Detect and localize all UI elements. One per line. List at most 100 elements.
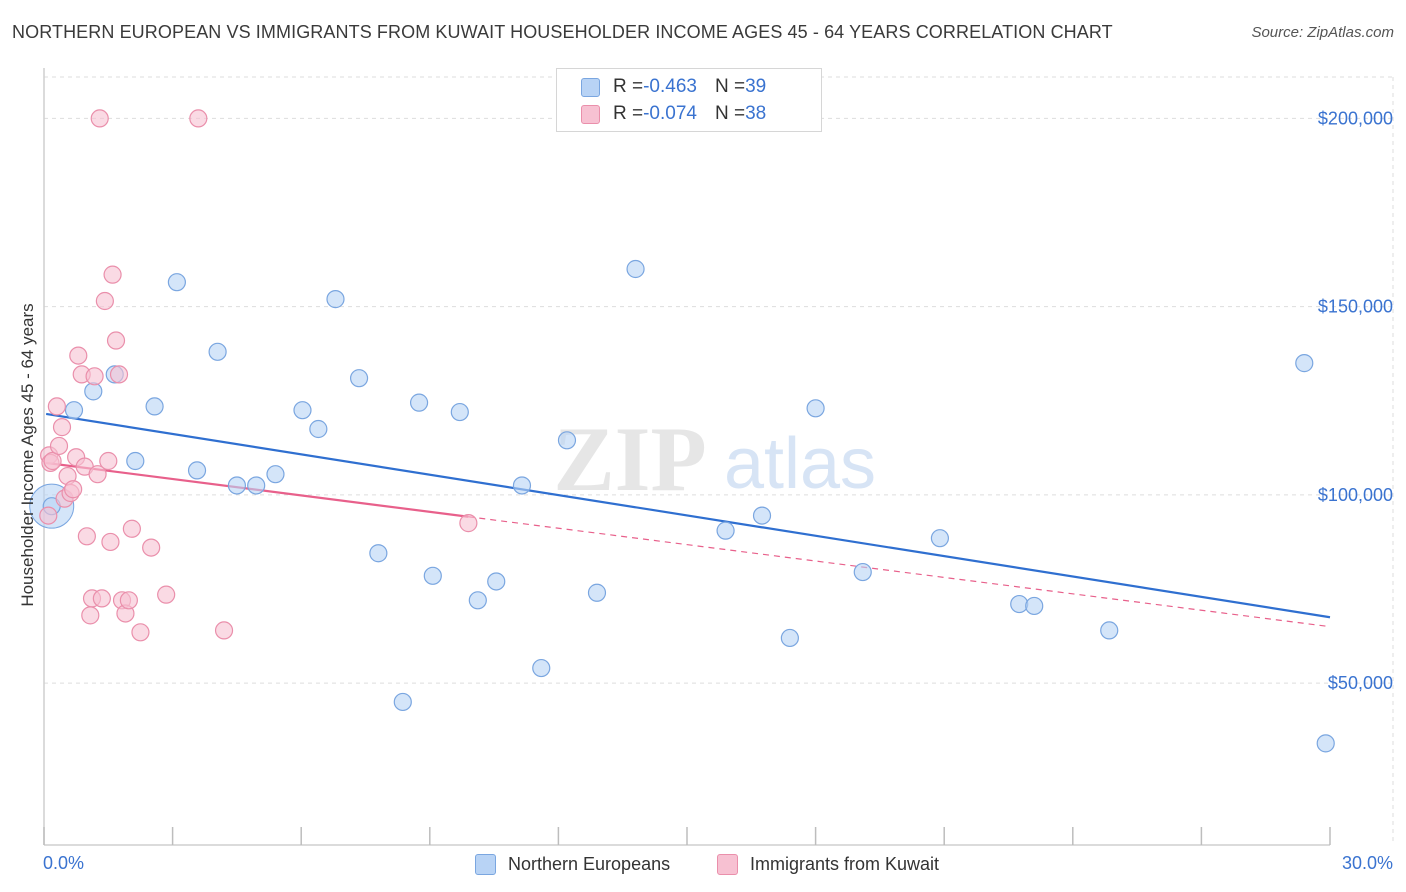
legend-series-label: Immigrants from Kuwait — [750, 853, 940, 874]
data-point-blue — [853, 562, 872, 582]
data-point-pink — [88, 465, 107, 484]
legend-swatch-blue — [581, 77, 600, 97]
data-point-blue — [247, 476, 266, 495]
data-point-pink — [214, 621, 234, 640]
data-point-pink — [52, 418, 72, 437]
watermark-zip: ZIP — [553, 408, 706, 510]
data-point-blue — [309, 419, 328, 439]
y-tick-label: $150,000 — [1318, 297, 1393, 317]
data-point-pink — [99, 451, 118, 471]
data-point-pink — [77, 527, 96, 546]
data-point-blue — [369, 544, 388, 563]
legend-r-label: R = — [613, 76, 644, 97]
legend-r-value: -0.463 — [643, 76, 697, 97]
chart-title: NORTHERN EUROPEAN VS IMMIGRANTS FROM KUW… — [12, 22, 1113, 42]
data-point-blue — [752, 506, 772, 525]
data-point-pink — [47, 397, 66, 416]
data-point-blue — [1025, 596, 1044, 616]
data-point-pink — [69, 346, 88, 365]
data-point-pink — [109, 365, 129, 384]
data-point-pink — [119, 591, 138, 610]
legend-item-northern-europeans[interactable]: Northern Europeans — [475, 852, 670, 876]
data-point-blue — [227, 476, 246, 495]
data-point-blue — [409, 393, 429, 412]
data-point-pink — [157, 585, 176, 604]
data-point-blue — [393, 692, 412, 712]
data-point-pink — [49, 436, 69, 456]
data-point-blue — [145, 397, 164, 416]
data-point-pink — [85, 367, 104, 386]
data-point-blue — [557, 431, 577, 450]
data-point-pink — [64, 480, 83, 499]
axes — [43, 68, 1331, 846]
data-point-blue — [349, 369, 369, 388]
legend-n-label: N = — [714, 103, 746, 124]
data-points — [29, 109, 1335, 753]
data-point-blue — [512, 476, 532, 495]
data-point-pink — [103, 265, 122, 284]
data-point-blue — [266, 465, 285, 484]
data-point-blue — [626, 259, 645, 279]
data-point-blue — [326, 290, 345, 309]
data-point-pink — [92, 589, 111, 608]
legend-series-label: Northern Europeans — [508, 853, 671, 874]
data-point-pink — [189, 109, 208, 128]
data-point-blue — [1316, 734, 1335, 753]
data-point-pink — [39, 506, 58, 525]
data-point-pink — [95, 291, 114, 311]
data-point-blue — [468, 591, 487, 610]
data-point-blue — [532, 658, 551, 678]
data-point-blue — [716, 521, 735, 540]
data-point-blue — [587, 583, 607, 602]
y-tick-label: $50,000 — [1328, 673, 1393, 693]
data-point-blue — [167, 273, 186, 292]
source-label: Source: ZipAtlas.com — [1251, 24, 1394, 41]
correlation-legend: R = -0.463 N = 39 R = -0.074 N = 38 — [556, 68, 822, 132]
x-tick-label-max: 30.0% — [1342, 853, 1393, 873]
data-point-blue — [208, 342, 227, 361]
trend-line-dashed-pink — [468, 516, 1331, 628]
legend-n-label: N = — [714, 76, 746, 97]
data-point-pink — [81, 606, 100, 625]
data-point-pink — [131, 623, 150, 642]
legend-n-value: 38 — [745, 103, 767, 124]
watermark-atlas: atlas — [724, 424, 876, 504]
legend-n-value: 39 — [745, 76, 767, 97]
data-point-blue — [84, 382, 103, 401]
legend-item-immigrants-kuwait[interactable]: Immigrants from Kuwait — [717, 852, 939, 876]
y-axis-label: Householder Income Ages 45 - 64 years — [18, 303, 37, 607]
legend-row-northern-europeans: R = -0.463 N = 39 — [581, 75, 766, 99]
legend-r-value: -0.074 — [643, 103, 697, 124]
legend-swatch-pink — [717, 853, 738, 875]
legend-swatch-pink — [581, 104, 600, 124]
data-point-blue — [930, 529, 950, 548]
grid-lines — [44, 76, 1394, 845]
legend-r-label: R = — [613, 103, 644, 124]
y-tick-label: $200,000 — [1318, 108, 1393, 128]
data-point-blue — [1295, 354, 1314, 373]
data-point-pink — [106, 331, 126, 350]
data-point-pink — [101, 532, 120, 552]
data-point-blue — [423, 566, 442, 585]
watermark: ZIP atlas — [553, 408, 876, 510]
trend-line-blue — [45, 412, 1331, 619]
data-point-pink — [43, 451, 62, 471]
data-point-blue — [1100, 621, 1119, 640]
legend-swatch-blue — [475, 853, 496, 875]
x-tick-label-min: 0.0% — [43, 853, 84, 873]
data-point-blue — [806, 399, 825, 418]
data-point-pink — [142, 538, 161, 557]
y-tick-label: $100,000 — [1318, 485, 1393, 505]
data-point-blue — [126, 451, 145, 471]
legend-row-immigrants-kuwait: R = -0.074 N = 38 — [581, 102, 766, 126]
data-point-pink — [90, 109, 109, 128]
tick-labels: 0.0% 30.0% $50,000 $100,000 $150,000 $200,0… — [43, 108, 1393, 873]
data-point-blue — [487, 572, 506, 591]
data-point-blue — [64, 401, 84, 420]
data-point-blue — [780, 628, 799, 648]
data-point-pink — [122, 519, 141, 538]
data-point-blue — [1010, 594, 1029, 614]
data-point-blue — [293, 401, 312, 420]
data-point-blue — [450, 402, 469, 422]
